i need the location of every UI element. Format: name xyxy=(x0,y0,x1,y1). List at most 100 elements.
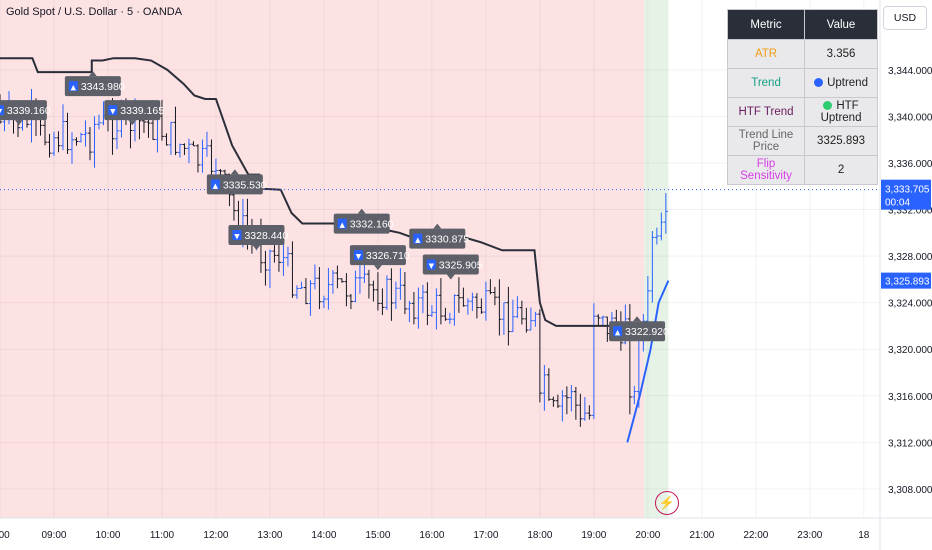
up-arrow-icon xyxy=(413,233,423,244)
pivot-label-pointer xyxy=(14,120,23,126)
x-tick-label: 8:00 xyxy=(0,530,10,541)
pivot-label: ▼ 3339.160 xyxy=(0,100,51,126)
metric-value: 3.356 xyxy=(804,39,878,69)
annotations: ▼ 3339.160 ▼ 3339.165 ▲ 3343.980 ▼ 3328.440 ▲ 333… xyxy=(0,71,669,342)
pivot-label-text: 3322.920 xyxy=(625,326,669,338)
trend-line-bear xyxy=(0,57,628,327)
pivot-label-pointer xyxy=(433,223,442,229)
metrics-header-metric: Metric xyxy=(726,9,806,40)
down-arrow-icon xyxy=(0,105,4,116)
pivot-label-box xyxy=(333,213,390,234)
status-dot-icon xyxy=(823,101,833,110)
x-tick-label: 18 xyxy=(858,530,870,541)
pivot-label-box xyxy=(349,245,406,266)
pivot-label-pointer xyxy=(230,169,239,175)
pivot-label-box xyxy=(64,76,121,97)
pivot-label-pointer xyxy=(373,265,382,271)
trend-line-price-badge xyxy=(881,272,931,289)
x-tick-label: 14:00 xyxy=(311,530,336,541)
pivot-label-box xyxy=(422,254,479,275)
lightning-icon[interactable]: ⚡ xyxy=(655,491,679,515)
pivot-label-pointer xyxy=(357,208,366,214)
y-tick-label: 3,340.000 xyxy=(888,112,932,123)
arrow-glyph: ▲ xyxy=(415,236,421,244)
x-tick-label: 20:00 xyxy=(635,530,660,541)
y-tick-label: 3,336.000 xyxy=(888,159,932,170)
metric-label: Trend xyxy=(726,68,806,98)
metrics-body: ATR 3.356 Trend Uptrend HTF Trend HTF Uptrend… xyxy=(726,39,878,185)
metrics-header-value: Value xyxy=(804,9,878,40)
trend-line-bull xyxy=(626,280,670,443)
up-arrow-icon xyxy=(210,179,220,190)
y-tick-label: 3,344.000 xyxy=(888,66,932,77)
countdown-text: 00:04 xyxy=(885,198,910,209)
metrics-row: ATR 3.356 xyxy=(726,39,878,69)
y-tick-label: 3,308.000 xyxy=(888,485,932,496)
x-tick-label: 12:00 xyxy=(203,530,228,541)
x-tick-label: 23:00 xyxy=(797,530,822,541)
down-arrow-icon xyxy=(426,259,436,270)
x-tick-label: 09:00 xyxy=(41,530,66,541)
down-arrow-icon xyxy=(108,105,118,116)
x-tick-label: 15:00 xyxy=(365,530,390,541)
metrics-row: Trend Line Price 3325.893 xyxy=(726,126,878,156)
pivot-label: ▲ 3343.980 xyxy=(64,71,125,97)
pivot-label-text: 3332.160 xyxy=(350,219,394,231)
pivot-label-text: 3339.160 xyxy=(7,105,51,117)
metrics-row: Flip Sensitivity 2 xyxy=(726,155,878,185)
pivot-label-text: 3335.530 xyxy=(223,179,267,191)
x-tick-label: 13:00 xyxy=(257,530,282,541)
current-price-text: 3,333.705 xyxy=(885,185,930,196)
pivot-label: ▼ 3325.905 xyxy=(422,254,483,280)
metric-label: Flip Sensitivity xyxy=(726,155,806,185)
trend-lines xyxy=(0,57,880,443)
metric-value: 2 xyxy=(804,155,878,185)
arrow-glyph: ▼ xyxy=(234,232,240,240)
pivot-label-pointer xyxy=(128,120,137,126)
pivot-label-pointer xyxy=(252,244,261,250)
x-tick-label: 10:00 xyxy=(95,530,120,541)
current-price-badge xyxy=(881,179,931,210)
arrow-glyph: ▼ xyxy=(429,262,435,270)
x-tick-label: 18:00 xyxy=(527,530,552,541)
x-tick-label: 22:00 xyxy=(743,530,768,541)
x-tick-label: 19:00 xyxy=(581,530,606,541)
up-arrow-icon xyxy=(68,81,78,92)
pivot-label: ▼ 3326.710 xyxy=(349,245,410,271)
up-arrow-icon xyxy=(613,326,623,337)
pivot-label-box xyxy=(609,321,666,342)
pivot-label-box xyxy=(228,224,285,245)
currency-button[interactable]: USD xyxy=(883,6,927,30)
status-dot-icon xyxy=(814,78,824,87)
background-region xyxy=(644,0,669,518)
pivot-label: ▲ 3330.875 xyxy=(409,223,469,249)
pivot-label-text: 3330.875 xyxy=(425,234,469,246)
arrow-glyph: ▼ xyxy=(110,108,116,116)
pivot-label-text: 3339.165 xyxy=(120,105,164,117)
y-tick-label: 3,324.000 xyxy=(888,299,932,310)
metric-label: HTF Trend xyxy=(726,97,806,127)
metric-label: Trend Line Price xyxy=(726,126,806,156)
x-tick-label: 16:00 xyxy=(419,530,444,541)
y-tick-label: 3,320.000 xyxy=(888,345,932,356)
down-arrow-icon xyxy=(353,250,363,261)
arrow-glyph: ▼ xyxy=(0,108,3,116)
pivot-label-text: 3326.710 xyxy=(366,250,410,262)
metric-label: ATR xyxy=(726,39,806,69)
down-arrow-icon xyxy=(232,229,242,240)
pivot-label-text: 3325.905 xyxy=(439,259,483,271)
trend-line-price-text: 3,325.893 xyxy=(885,277,930,288)
pivot-label-pointer xyxy=(88,71,97,77)
metrics-row: HTF Trend HTF Uptrend xyxy=(726,97,878,127)
up-arrow-icon xyxy=(337,218,347,229)
pivot-label-box xyxy=(409,228,466,249)
y-tick-label: 3,312.000 xyxy=(888,438,932,449)
pivot-label-pointer xyxy=(446,274,455,280)
arrow-glyph: ▲ xyxy=(615,329,621,337)
pivot-label-text: 3328.440 xyxy=(244,230,288,242)
metrics-row: Trend Uptrend xyxy=(726,68,878,98)
x-tick-label: 17:00 xyxy=(473,530,498,541)
